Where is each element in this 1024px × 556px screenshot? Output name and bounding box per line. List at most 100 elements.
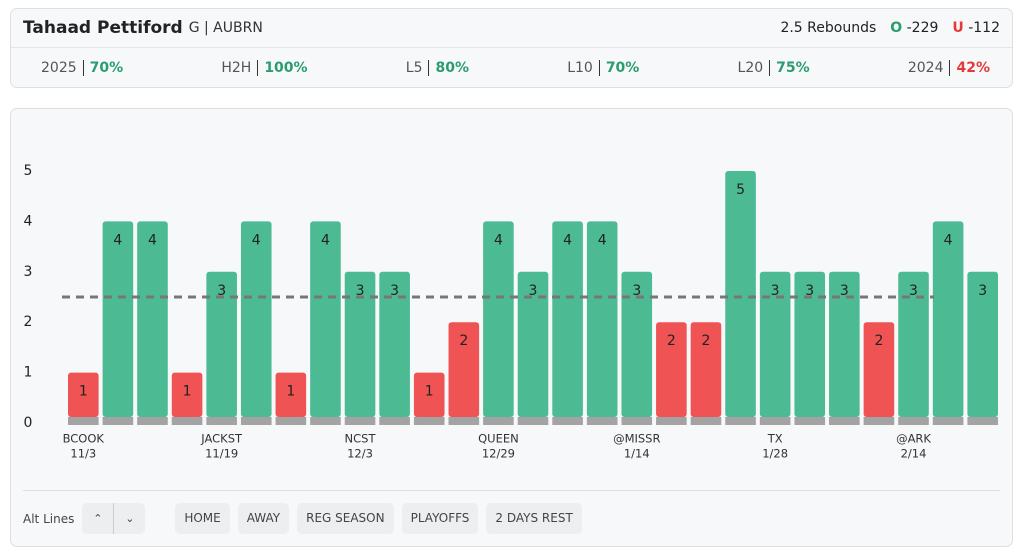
x-tick-date: 11/19 (205, 447, 238, 461)
bar (759, 271, 791, 417)
under[interactable]: U -112 (952, 20, 1000, 36)
bar-base (171, 417, 203, 425)
bar (621, 271, 653, 417)
x-tick-label: JACKST (200, 432, 243, 446)
bar (967, 271, 998, 417)
bar (898, 271, 929, 417)
filter-button[interactable]: REG SEASON (297, 503, 394, 534)
bar (275, 372, 307, 417)
bar-base (898, 417, 929, 425)
value-label: 1 (79, 384, 88, 400)
stat-value: 100% (264, 60, 308, 76)
bar-base (275, 417, 307, 425)
over[interactable]: O -229 (890, 20, 938, 36)
bar-base (102, 417, 134, 425)
alt-line-down[interactable]: ⌄ (113, 503, 145, 534)
stat: L5 80% (405, 60, 469, 76)
alt-lines-label: Alt Lines (23, 511, 75, 526)
value-label: 3 (529, 283, 538, 299)
stat-label: 2025 (41, 60, 84, 76)
bar (725, 171, 756, 417)
x-tick-date: 11/3 (70, 447, 96, 461)
bar-base (656, 417, 687, 425)
value-label: 2 (459, 333, 468, 349)
stat-label: L20 (737, 60, 771, 76)
stat: L10 70% (567, 60, 639, 76)
bar (863, 322, 895, 417)
filter-button[interactable]: HOME (175, 503, 230, 534)
stat: L20 75% (737, 60, 810, 76)
value-label: 3 (771, 283, 780, 299)
value-label: 1 (425, 384, 434, 400)
stat: 2024 42% (907, 60, 990, 76)
bar-base (240, 417, 272, 425)
bar-base (586, 417, 618, 425)
bar-base (68, 417, 99, 425)
value-label: 5 (736, 182, 745, 198)
divider (23, 490, 1000, 491)
team: G | AUBRN (188, 20, 263, 36)
value-label: 2 (702, 333, 711, 349)
value-label: 4 (252, 232, 261, 248)
bar (379, 271, 410, 417)
bar-base (794, 417, 826, 425)
x-tick-date: 12/3 (347, 447, 373, 461)
bar (206, 271, 237, 417)
x-tick-label: QUEEN (478, 432, 519, 446)
x-tick-label: TX (767, 432, 783, 446)
odds: 2.5 Rebounds O -229 U -112 (780, 20, 1000, 36)
stat-value: 42% (956, 60, 990, 76)
alt-line-up[interactable]: ⌃ (93, 512, 103, 525)
player-card: Tahaad Pettiford G | AUBRN 2.5 Rebounds … (10, 8, 1013, 88)
bar-base (725, 417, 756, 425)
value-label: 4 (113, 232, 122, 248)
x-tick-label: NCST (345, 432, 377, 446)
player-name: Tahaad Pettiford (23, 18, 183, 38)
x-tick-date: 1/28 (762, 447, 788, 461)
y-tick-label: 3 (24, 264, 33, 280)
value-label: 3 (356, 283, 365, 299)
bar (517, 271, 549, 417)
stat: H2H 100% (221, 60, 308, 76)
bar-base (310, 417, 341, 425)
bar (794, 271, 826, 417)
bar-base (517, 417, 549, 425)
value-label: 4 (563, 232, 572, 248)
value-label: 3 (217, 283, 226, 299)
bar (586, 221, 618, 417)
bar-base (863, 417, 895, 425)
bar (656, 322, 687, 417)
x-tick-label: @MISSR (613, 432, 660, 446)
chart-card: 0 1 2 3 4 5 1 BCOOK 11/3 4 4 1 3 JACKST 11/19 4 1 4 3 NCST 1… (10, 108, 1013, 547)
value-label: 4 (148, 232, 157, 248)
value-label: 3 (978, 283, 987, 299)
filter-button[interactable]: AWAY (237, 503, 290, 534)
bar (102, 221, 134, 417)
bar (829, 271, 860, 417)
value-label: 4 (321, 232, 330, 248)
x-tick-label: BCOOK (63, 432, 105, 446)
filter-button[interactable]: 2 DAYS REST (486, 503, 582, 534)
stat-label: 2024 (907, 60, 951, 76)
over-label: O (890, 20, 903, 36)
value-label: 2 (874, 333, 883, 349)
bar (483, 221, 514, 417)
stat-label: H2H (221, 60, 259, 76)
bar (68, 372, 99, 417)
bar-base (552, 417, 583, 425)
stat-value: 80% (435, 60, 469, 76)
stats: 2025 70% H2H 100% L5 80% L10 70% L20 75% 2024 42% (11, 48, 1012, 88)
bar (448, 322, 480, 417)
bar-base (344, 417, 376, 425)
bar (932, 221, 964, 417)
prop: 2.5 Rebounds (780, 20, 877, 36)
filter-button[interactable]: PLAYOFFS (401, 503, 479, 534)
value-label: 3 (390, 283, 399, 299)
x-tick-date: 1/14 (624, 447, 650, 461)
stat-value: 70% (89, 60, 124, 76)
stat-value: 75% (776, 60, 810, 76)
y-tick-label: 2 (24, 314, 33, 330)
bar (344, 271, 376, 417)
over-odds: -229 (906, 20, 939, 36)
